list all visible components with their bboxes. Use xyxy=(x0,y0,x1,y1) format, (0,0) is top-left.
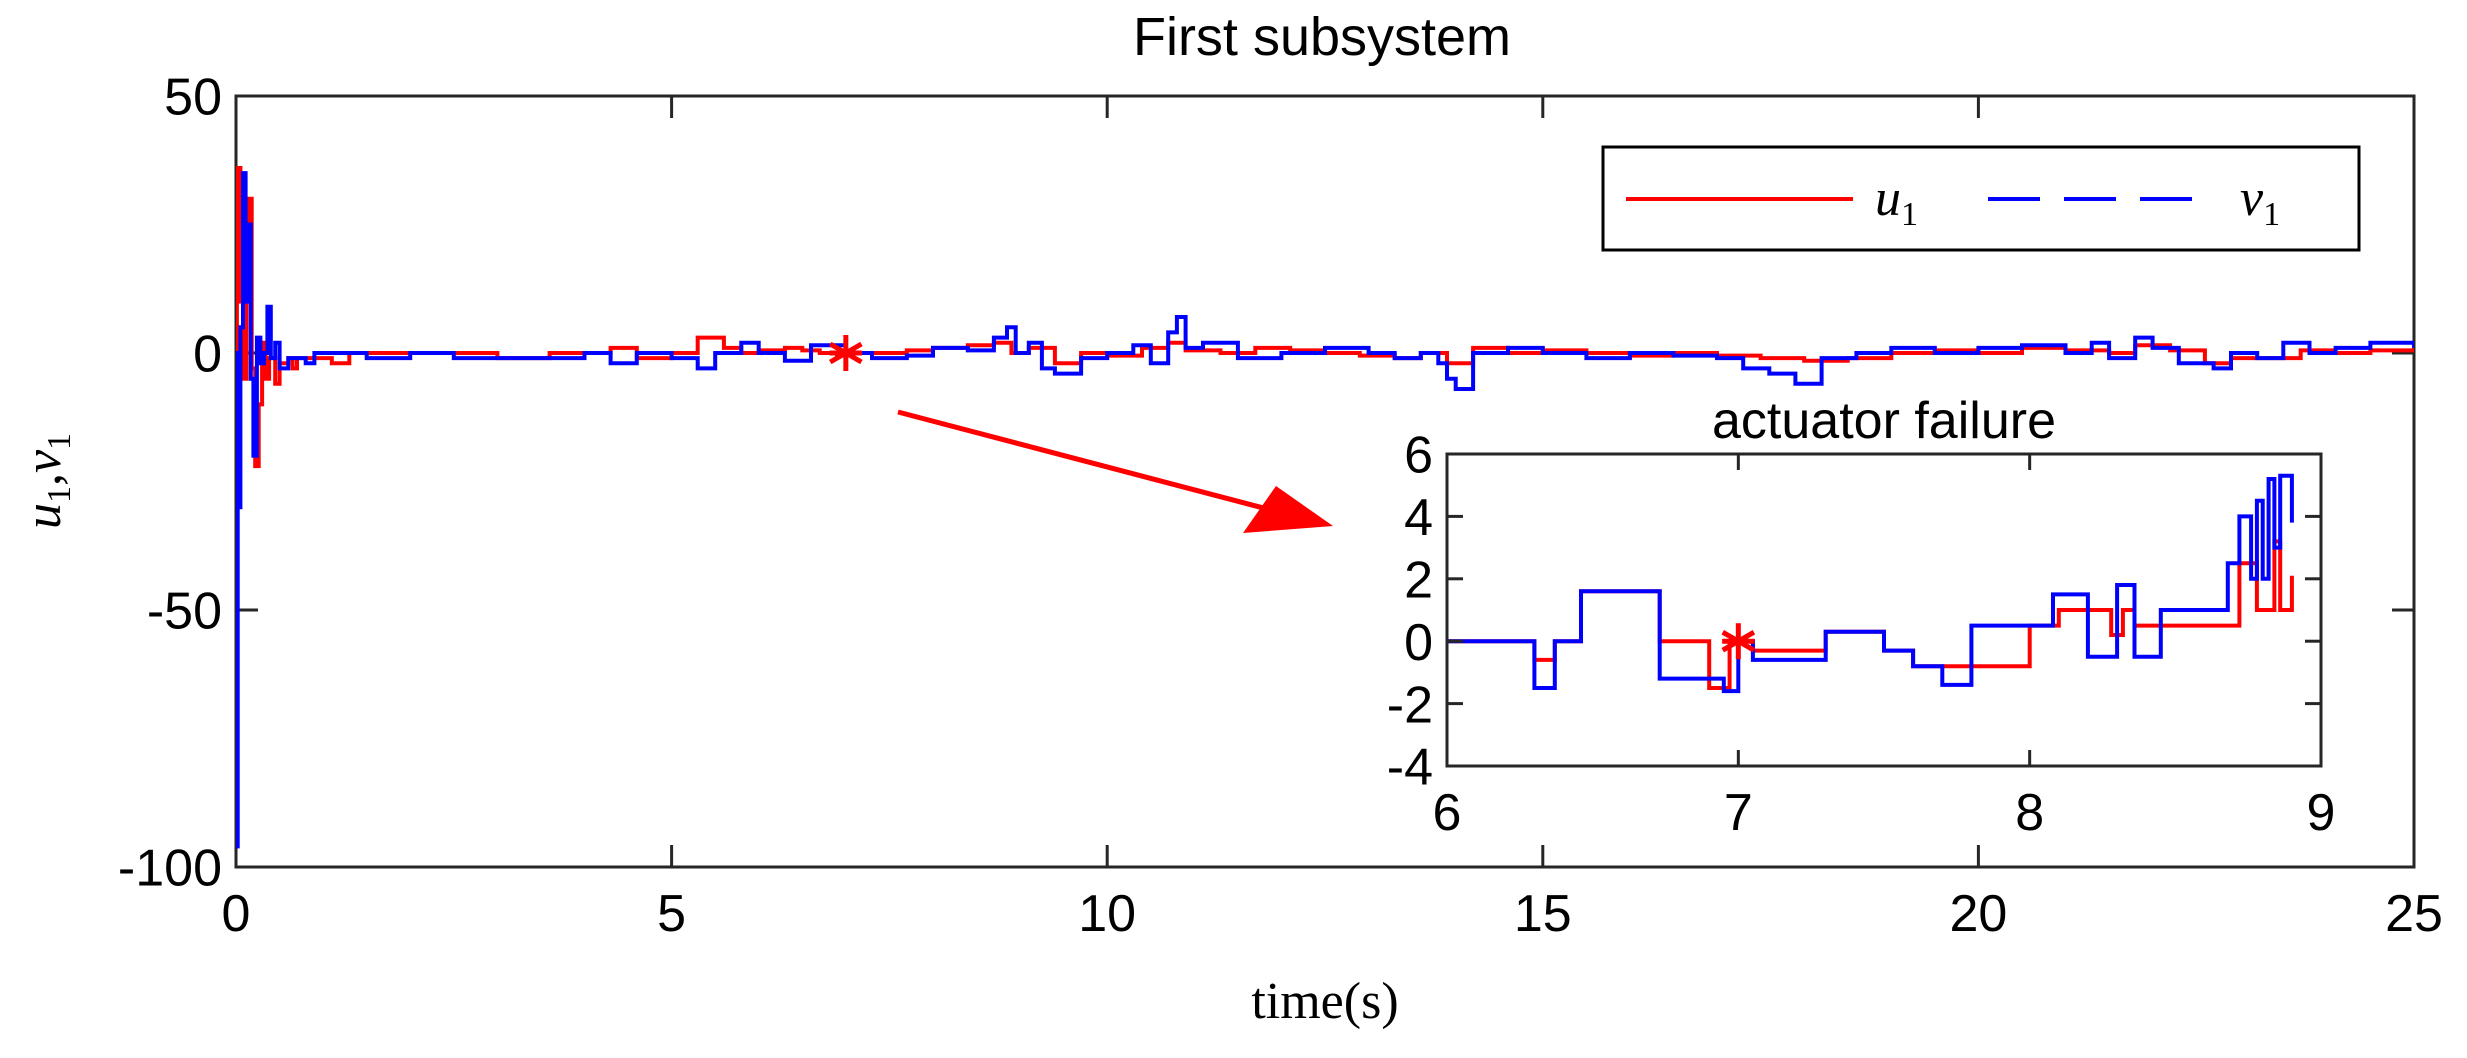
main-xtick-label: 15 xyxy=(1514,885,1572,943)
main-ytick-label: -50 xyxy=(147,583,222,641)
inset-ytick-label: 2 xyxy=(1404,552,1433,610)
inset-axes-frame xyxy=(1445,452,2323,768)
main-xtick-label: 10 xyxy=(1078,885,1136,943)
inset-title: actuator failure xyxy=(1712,392,2056,450)
main-xtick-label: 5 xyxy=(657,885,686,943)
y-label-sep: , xyxy=(15,473,72,486)
legend-label-v1: v1 xyxy=(2240,170,2280,233)
main-series xyxy=(236,166,2414,849)
x-axis-label: time(s) xyxy=(1251,973,1398,1030)
inset-series xyxy=(1447,473,2294,694)
main-ytick-label: -100 xyxy=(118,840,222,898)
zoom-arrow-head xyxy=(1243,486,1333,533)
inset-series-v1 xyxy=(1447,473,2294,694)
inset-ytick-label: 6 xyxy=(1404,427,1433,485)
main-xtick-label: 25 xyxy=(2385,885,2443,943)
inset-xtick-label: 8 xyxy=(2015,784,2044,842)
legend: u1 v1 xyxy=(1601,145,2361,252)
inset-ytick-label: -2 xyxy=(1387,676,1433,734)
main-marker xyxy=(829,335,863,371)
inset-xtick-label: 9 xyxy=(2307,784,2336,842)
series-v1 xyxy=(236,171,2414,849)
series-u1 xyxy=(236,166,2414,469)
inset-ytick-label: -4 xyxy=(1387,739,1433,797)
legend-label-u1: u1 xyxy=(1875,170,1918,233)
inset-xtick-label: 7 xyxy=(1724,784,1753,842)
zoom-arrow-shaft xyxy=(897,409,1291,518)
y-label-v: v xyxy=(15,449,72,473)
y-label-u-sub: 1 xyxy=(41,486,78,503)
zoom-arrow xyxy=(897,409,1333,533)
main-xtick-label: 0 xyxy=(222,885,251,943)
inset-ytick-label: 0 xyxy=(1404,614,1433,672)
y-label-u: u xyxy=(15,503,72,529)
inset-xtick-label: 6 xyxy=(1433,784,1462,842)
main-xtick-label: 20 xyxy=(1949,885,2007,943)
chart-title: First subsystem xyxy=(1133,7,1511,67)
main-ticks xyxy=(234,94,2416,869)
main-ytick-label: 0 xyxy=(193,326,222,384)
main-ytick-label: 50 xyxy=(164,69,222,127)
y-label-v-sub: 1 xyxy=(41,433,78,450)
inset-ytick-label: 4 xyxy=(1404,489,1433,547)
inset-marker xyxy=(1721,623,1756,660)
y-axis-label: u1,v1 xyxy=(15,433,78,529)
inset-ticks xyxy=(1445,452,2323,768)
